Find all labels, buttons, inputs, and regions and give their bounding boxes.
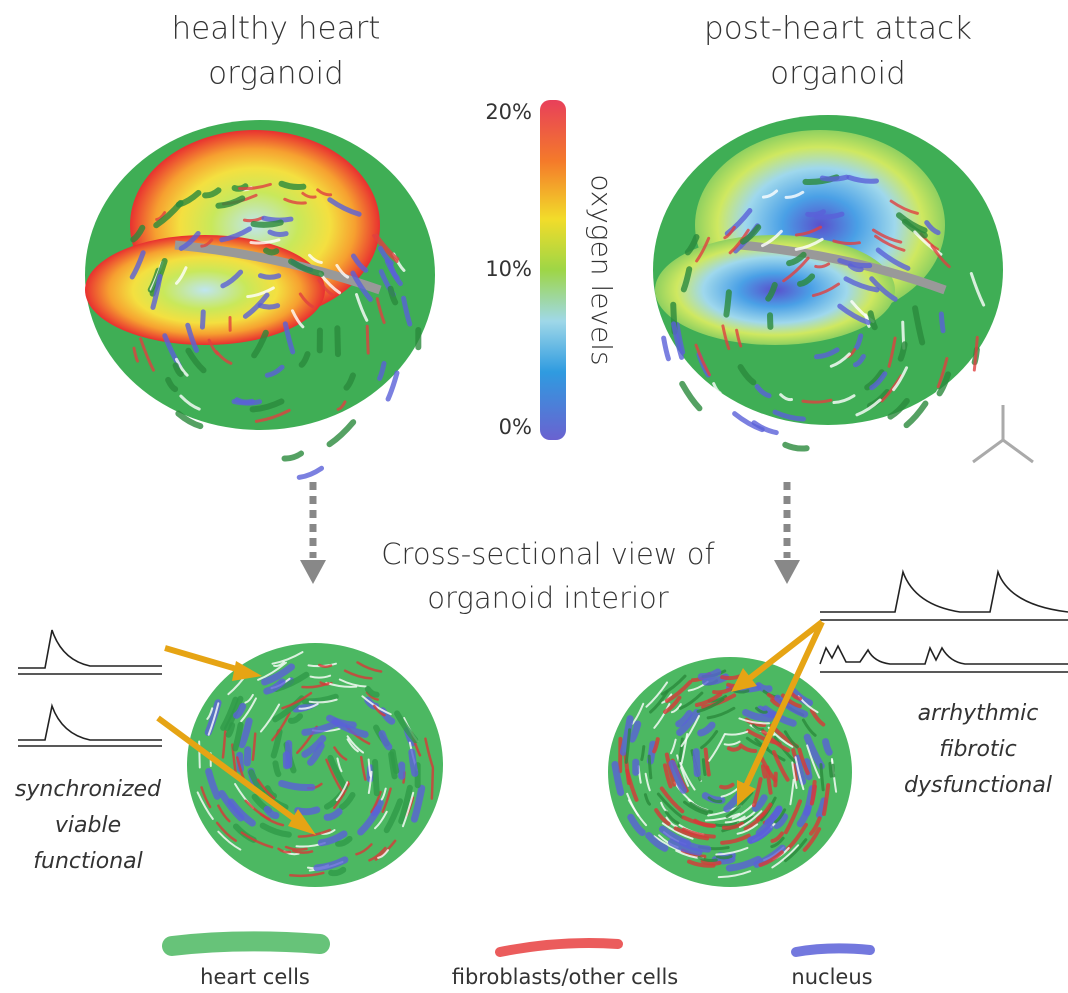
brush-stroke (696, 752, 697, 774)
brush-stroke (763, 766, 765, 776)
panel-title: post-heart attack (704, 11, 972, 47)
brush-stroke (367, 326, 368, 353)
attack-organoid (653, 115, 1033, 467)
annotation: arrhythmic (918, 701, 1039, 726)
brush-stroke (759, 686, 769, 689)
brush-stroke (649, 756, 651, 778)
brush-stroke (375, 762, 377, 793)
annotation: functional (33, 849, 142, 874)
brush-stroke (735, 414, 763, 430)
brush-stroke (717, 856, 731, 858)
brush-stroke (330, 422, 354, 444)
legend-label: nucleus (791, 965, 872, 989)
brush-stroke (254, 222, 281, 224)
brush-stroke (729, 748, 739, 750)
brush-stroke (282, 783, 312, 787)
caption: organoid interior (427, 581, 669, 615)
brush-stroke (412, 752, 415, 773)
brush-stroke (682, 384, 699, 408)
panel-title: organoid (770, 56, 906, 92)
legend-label: fibroblasts/other cells (452, 965, 679, 989)
brush-stroke (264, 218, 291, 220)
panel-title: healthy heart (172, 11, 381, 47)
brush-stroke (337, 328, 338, 354)
brush-stroke (822, 177, 846, 179)
brush-stroke (785, 445, 806, 449)
brush-stroke (266, 251, 276, 253)
brush-stroke (642, 747, 644, 760)
brush-stroke (270, 232, 286, 234)
brush-stroke (830, 763, 831, 776)
annotation: synchronized (15, 777, 162, 802)
brush-stroke (833, 765, 834, 776)
oxygen-colorbar (540, 100, 566, 440)
brush-stroke (234, 402, 260, 404)
brush-stroke (260, 306, 277, 308)
caption: Cross-sectional view of (381, 537, 715, 571)
panel-title: organoid (208, 56, 344, 92)
brush-stroke (799, 466, 829, 468)
brush-stroke (275, 763, 278, 774)
brush-stroke (812, 782, 815, 804)
brush-stroke (298, 810, 317, 812)
scale-tick-label: 10% (485, 257, 532, 281)
scale-tick-label: 20% (485, 100, 532, 124)
brush-stroke (393, 752, 397, 771)
legend-label: heart cells (200, 965, 310, 989)
brush-stroke (331, 870, 343, 873)
brush-stroke (826, 742, 830, 753)
brush-stroke (282, 184, 304, 187)
brush-stroke (299, 468, 321, 477)
brush-stroke (703, 760, 705, 775)
brush-stroke (664, 338, 669, 359)
brush-stroke (260, 276, 278, 278)
brush-stroke (726, 292, 728, 314)
brush-stroke (202, 312, 203, 327)
figure: healthy heart organoid post-heart attack… (0, 0, 1068, 993)
annotation: fibrotic (939, 737, 1017, 762)
brush-stroke (432, 769, 433, 799)
scale-label: oxygen levels (585, 174, 618, 365)
annotation: viable (55, 813, 121, 838)
brush-stroke (229, 725, 233, 735)
brush-stroke (901, 344, 905, 358)
scale-tick-label: 0% (499, 415, 532, 439)
legend (172, 941, 870, 952)
healthy-organoid (85, 120, 435, 477)
brush-stroke (941, 406, 951, 420)
annotation: dysfunctional (904, 773, 1052, 798)
brush-stroke (817, 214, 842, 217)
brush-stroke (941, 314, 943, 331)
attack-cross-section (608, 657, 852, 887)
